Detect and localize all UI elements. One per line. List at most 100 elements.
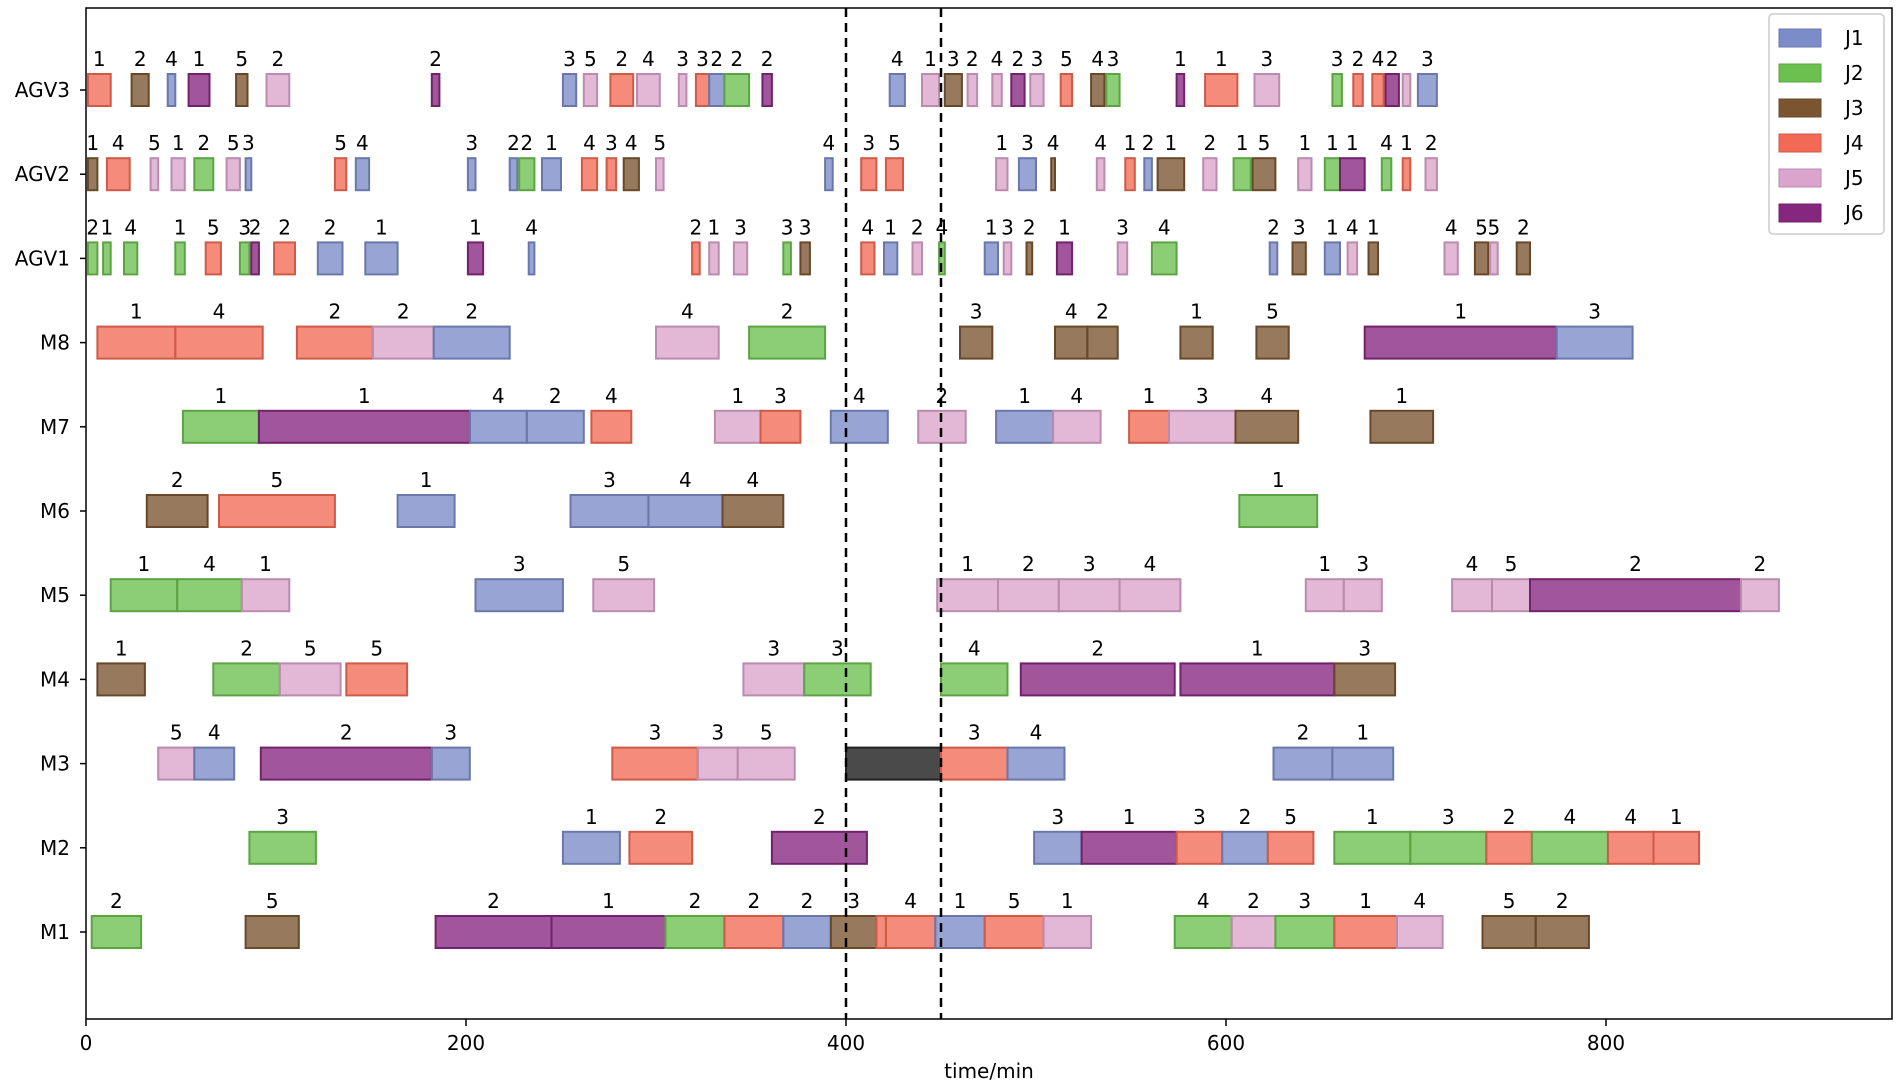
task-bar	[723, 915, 785, 949]
task-bar	[997, 578, 1060, 613]
task-bar	[1304, 578, 1345, 613]
task-bar	[983, 915, 1045, 949]
task-bar	[430, 73, 441, 107]
task-label: 5	[1008, 889, 1021, 913]
task-label: 2	[110, 889, 123, 913]
task-bar	[174, 241, 186, 276]
y-tick-label: M8	[40, 331, 70, 355]
task-label: 1	[1143, 384, 1156, 408]
task-bar	[940, 662, 1009, 697]
task-label: 1	[1018, 384, 1031, 408]
task-bar	[921, 73, 941, 107]
task-bar	[468, 409, 528, 444]
task-label: 1	[1367, 215, 1380, 239]
task-label: 2	[1425, 131, 1438, 155]
task-label: 1	[375, 215, 388, 239]
task-bar	[860, 241, 876, 276]
task-label: 1	[172, 131, 185, 155]
task-label: 2	[134, 47, 147, 71]
task-bar	[940, 746, 1009, 781]
task-bar	[713, 409, 762, 444]
task-bar	[1652, 830, 1701, 865]
task-label: 2	[801, 889, 814, 913]
task-label: 1	[1061, 889, 1074, 913]
task-bar	[995, 157, 1009, 192]
task-bar	[829, 915, 878, 949]
task-label: 3	[513, 552, 526, 576]
task-label: 2	[813, 805, 826, 829]
task-labels: 1 2 4 1 5 2 2 3 5 2 4 3 3 2 2 2 4 1 3 2 4 2 3 5 4 3 1 1 3 3 2 4 2 31 4 5 1 2 5…	[86, 47, 1766, 913]
task-bar	[1481, 915, 1537, 949]
task-label: 5	[235, 47, 248, 71]
task-label: 1	[1124, 131, 1137, 155]
task-label: 3	[781, 215, 794, 239]
x-tick-label: 0	[80, 1031, 93, 1055]
task-bar	[1042, 915, 1093, 949]
task-bar	[647, 494, 724, 528]
task-label: 2	[397, 300, 410, 324]
task-bar	[721, 494, 785, 528]
task-label: 1	[358, 384, 371, 408]
task-bar	[934, 915, 986, 949]
task-label: 4	[1413, 889, 1426, 913]
task-bar	[1401, 157, 1412, 192]
task-bar	[1230, 915, 1277, 949]
task-bar	[580, 157, 599, 192]
task-bar	[1555, 325, 1634, 360]
task-label: 3	[696, 47, 709, 71]
task-bar	[1090, 73, 1106, 107]
legend: J1 J2 J3 J4 J5 J6	[1768, 13, 1885, 235]
task-label: 5	[271, 468, 284, 492]
task-label: 3	[1260, 47, 1273, 71]
task-bar	[90, 915, 143, 949]
task-label: 2	[1096, 300, 1109, 324]
y-tick-label: M7	[40, 415, 70, 439]
task-label: 2	[171, 468, 184, 492]
task-label: 3	[1116, 215, 1129, 239]
task-label: 4	[124, 215, 137, 239]
task-label: 1	[602, 889, 615, 913]
task-label: 1	[86, 131, 99, 155]
task-label: 4	[1065, 300, 1078, 324]
task-label: 2	[249, 215, 262, 239]
legend-label: J3	[1843, 96, 1864, 120]
task-bar	[708, 73, 726, 107]
task-label: 1	[1400, 131, 1413, 155]
legend-swatch	[1778, 63, 1822, 83]
x-axis: 0 200 400 600 800	[80, 1019, 1625, 1055]
task-label: 4	[642, 47, 655, 71]
task-bar	[1168, 409, 1237, 444]
task-bar	[782, 915, 832, 949]
task-bar	[569, 494, 650, 528]
task-bar	[474, 578, 564, 613]
task-label: 1	[115, 636, 128, 660]
task-label: 4	[583, 131, 596, 155]
task-label: 3	[1331, 47, 1344, 71]
task-label: 3	[465, 131, 478, 155]
task-label: 1	[1366, 805, 1379, 829]
task-bar	[1150, 241, 1178, 276]
task-label: 2	[1012, 47, 1025, 71]
task-bar	[1331, 73, 1343, 107]
task-label: 3	[847, 889, 860, 913]
task-label: 2	[761, 47, 774, 71]
task-bar	[888, 73, 906, 107]
task-label: 1	[130, 300, 143, 324]
task-bar	[466, 241, 485, 276]
task-bar	[364, 241, 399, 276]
task-label: 1	[1272, 468, 1285, 492]
task-bar	[1124, 157, 1136, 192]
task-bar	[1116, 241, 1129, 276]
task-label: 3	[947, 47, 960, 71]
task-bar	[244, 915, 300, 949]
task-label: 4	[525, 215, 538, 239]
y-tick-label: M5	[40, 583, 70, 607]
task-label: 3	[767, 636, 780, 660]
task-bar	[561, 73, 578, 107]
task-label: 1	[708, 215, 721, 239]
task-label: 5	[888, 131, 901, 155]
task-label: 5	[1475, 215, 1488, 239]
task-bar	[561, 830, 621, 865]
task-bar	[761, 73, 773, 107]
task-label: 3	[1196, 384, 1209, 408]
